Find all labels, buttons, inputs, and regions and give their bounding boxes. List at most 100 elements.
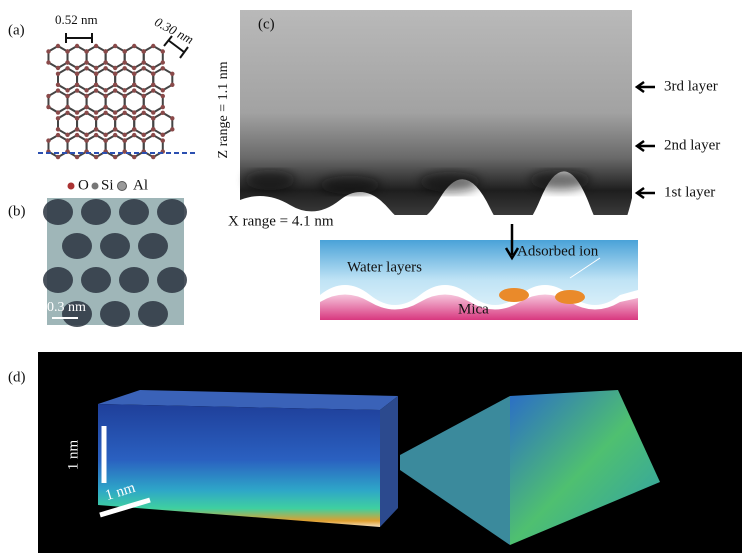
atom bbox=[94, 155, 98, 159]
atom bbox=[94, 110, 98, 114]
atom bbox=[122, 88, 126, 92]
atom bbox=[103, 49, 107, 53]
render-box bbox=[98, 390, 398, 527]
atom bbox=[170, 83, 174, 87]
atom bbox=[84, 49, 88, 53]
atom bbox=[161, 49, 165, 53]
atom bbox=[84, 138, 88, 142]
atom bbox=[56, 44, 60, 48]
atom bbox=[56, 155, 60, 159]
atom bbox=[113, 88, 117, 92]
atom bbox=[84, 94, 88, 98]
hexagon bbox=[77, 68, 96, 90]
atom bbox=[122, 49, 126, 53]
hexagon bbox=[144, 91, 163, 113]
atom bbox=[151, 66, 155, 70]
atom bbox=[56, 66, 60, 70]
legend-marker bbox=[118, 182, 127, 191]
atom bbox=[65, 49, 69, 53]
hexagon bbox=[87, 46, 106, 68]
atom bbox=[103, 60, 107, 64]
atom bbox=[94, 72, 98, 76]
atom bbox=[132, 88, 136, 92]
atom bbox=[65, 88, 69, 92]
atom bbox=[103, 133, 107, 137]
legend-marker bbox=[68, 183, 75, 190]
atom bbox=[75, 44, 79, 48]
atom bbox=[122, 66, 126, 70]
atom bbox=[113, 155, 117, 159]
atom bbox=[132, 83, 136, 87]
scale-bar bbox=[66, 33, 92, 43]
hexagon bbox=[58, 68, 77, 90]
pore bbox=[100, 233, 130, 259]
atom bbox=[56, 83, 60, 87]
atom bbox=[151, 155, 155, 159]
atom bbox=[84, 105, 88, 109]
hexagon bbox=[96, 113, 115, 135]
atom bbox=[142, 49, 146, 53]
atom bbox=[151, 44, 155, 48]
atom bbox=[132, 155, 136, 159]
schematic-label: Mica bbox=[458, 301, 489, 317]
hexagon bbox=[115, 113, 134, 135]
legend-marker bbox=[92, 183, 99, 190]
layer-label: 2nd layer bbox=[664, 137, 720, 153]
atom bbox=[142, 66, 146, 70]
atom bbox=[151, 133, 155, 137]
atom bbox=[84, 60, 88, 64]
atom bbox=[161, 111, 165, 115]
atom bbox=[84, 133, 88, 137]
scale-label: 1 nm bbox=[65, 439, 81, 470]
atom bbox=[75, 83, 79, 87]
atom bbox=[103, 111, 107, 115]
atom bbox=[75, 66, 79, 70]
page: (a) 0.52 nm 0.30 nm O Si Al (b) 0.3 nm (… bbox=[0, 0, 749, 553]
atom bbox=[65, 94, 69, 98]
lattice bbox=[46, 44, 174, 160]
hexagon bbox=[125, 46, 144, 68]
hexagon bbox=[96, 68, 115, 90]
atom bbox=[65, 111, 69, 115]
atom bbox=[161, 60, 165, 64]
atom bbox=[132, 127, 136, 131]
pore bbox=[81, 267, 111, 293]
atom bbox=[122, 105, 126, 109]
pore bbox=[43, 267, 73, 293]
atom bbox=[75, 110, 79, 114]
atom bbox=[75, 116, 79, 120]
hexagon bbox=[48, 91, 67, 113]
atom bbox=[75, 88, 79, 92]
atom bbox=[65, 60, 69, 64]
atom bbox=[56, 72, 60, 76]
atom bbox=[103, 138, 107, 142]
panel-label: (b) bbox=[8, 203, 26, 219]
legend-label: Si bbox=[101, 177, 114, 193]
atom bbox=[113, 133, 117, 137]
pore bbox=[119, 199, 149, 225]
atom bbox=[46, 138, 50, 142]
hexagon bbox=[68, 46, 87, 68]
atom bbox=[46, 49, 50, 53]
atom bbox=[113, 127, 117, 131]
atom bbox=[94, 44, 98, 48]
atom bbox=[75, 155, 79, 159]
axis-range: X range = 4.1 nm bbox=[228, 213, 334, 229]
hexagon bbox=[106, 46, 125, 68]
scale-label: 0.30 nm bbox=[152, 14, 196, 47]
atom bbox=[94, 83, 98, 87]
atom bbox=[161, 133, 165, 137]
pore bbox=[119, 267, 149, 293]
hexagon bbox=[77, 113, 96, 135]
atom bbox=[84, 111, 88, 115]
panel-label: (a) bbox=[8, 22, 25, 38]
atom bbox=[161, 105, 165, 109]
pore bbox=[138, 301, 168, 327]
atom bbox=[84, 66, 88, 70]
atom bbox=[142, 111, 146, 115]
atom bbox=[151, 83, 155, 87]
afm-image-c bbox=[240, 10, 632, 237]
panel-label: (c) bbox=[258, 16, 275, 32]
atom bbox=[161, 138, 165, 142]
atom bbox=[103, 88, 107, 92]
